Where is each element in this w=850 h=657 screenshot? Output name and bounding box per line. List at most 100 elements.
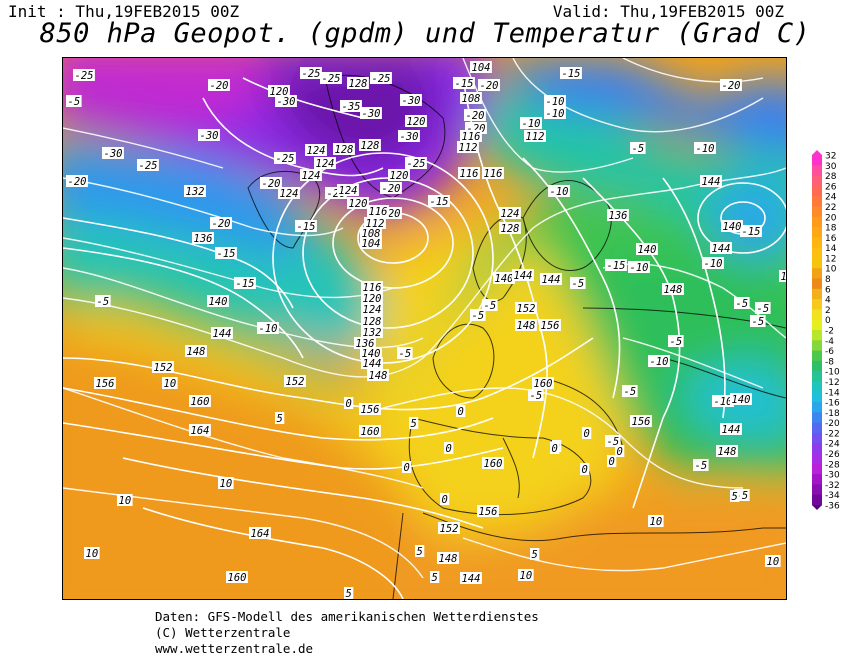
geopotential-label: 144	[540, 273, 562, 286]
temperature-label: 0	[456, 405, 466, 418]
geopotential-label: 120	[405, 115, 427, 128]
svg-text:0: 0	[552, 443, 558, 455]
temperature-label: -20	[464, 109, 486, 122]
svg-text:0: 0	[458, 406, 464, 418]
svg-text:116: 116	[462, 131, 481, 143]
svg-text:0: 0	[346, 398, 352, 410]
temperature-label: -10	[712, 395, 734, 408]
geopotential-label: 148	[185, 345, 207, 358]
svg-text:124: 124	[280, 188, 299, 200]
geopotential-label: 132	[184, 185, 206, 198]
temperature-label: 10	[84, 547, 100, 560]
legend-tick-label: 14	[825, 244, 837, 254]
svg-text:148: 148	[517, 320, 536, 332]
svg-text:112: 112	[459, 142, 478, 154]
svg-text:10: 10	[767, 556, 780, 568]
svg-text:-10: -10	[522, 118, 541, 130]
geopotential-label: 144	[710, 242, 732, 255]
svg-text:-20: -20	[210, 80, 229, 92]
svg-text:136: 136	[194, 233, 213, 245]
geopotential-label: 124	[361, 303, 383, 316]
legend-swatch	[812, 299, 822, 310]
geopotential-label: 116	[361, 281, 383, 294]
svg-text:-20: -20	[68, 176, 87, 188]
svg-text:5: 5	[732, 491, 738, 503]
svg-text:-5: -5	[752, 316, 765, 328]
svg-text:144: 144	[514, 270, 533, 282]
svg-text:-30: -30	[400, 131, 419, 143]
svg-text:-5: -5	[624, 386, 637, 398]
website-link[interactable]: www.wetterzentrale.de	[155, 641, 314, 656]
legend-tick-label: -20	[825, 419, 840, 429]
svg-text:-15: -15	[297, 221, 316, 233]
svg-text:14: 14	[781, 271, 787, 283]
svg-text:140: 140	[723, 221, 742, 233]
svg-text:-15: -15	[562, 68, 581, 80]
temperature-label: -10	[702, 257, 724, 270]
svg-text:164: 164	[251, 528, 270, 540]
geopotential-label: 120	[361, 292, 383, 305]
temperature-label: -30	[360, 107, 382, 120]
geopotential-label: 124	[305, 144, 327, 157]
legend-tick-label: -4	[825, 337, 834, 347]
temperature-label: 14	[779, 270, 786, 283]
geopotential-label: 140	[493, 272, 515, 285]
svg-text:-30: -30	[402, 95, 421, 107]
svg-text:156: 156	[541, 320, 560, 332]
svg-text:104: 104	[362, 238, 381, 250]
temperature-label: -10	[628, 261, 650, 274]
svg-text:-5: -5	[695, 460, 708, 472]
legend-tick-label: -34	[825, 491, 840, 501]
svg-text:-10: -10	[546, 96, 565, 108]
svg-text:152: 152	[286, 376, 305, 388]
geopotential-label: 144	[361, 357, 383, 370]
legend-tick-label: 30	[825, 162, 837, 172]
legend-tick-label: 24	[825, 193, 837, 203]
legend-tick-label: -22	[825, 429, 840, 439]
svg-text:-5: -5	[736, 298, 749, 310]
svg-text:144: 144	[702, 176, 721, 188]
legend-swatch	[812, 360, 822, 372]
geopotential-label: 104	[360, 237, 382, 250]
geopotential-label: 128	[499, 222, 521, 235]
geopotential-label: 160	[189, 395, 211, 408]
svg-text:10: 10	[520, 570, 533, 582]
weather-map: -25 -20 -30 -30 -25 -20 -25 -25 -25 -35 -30 -30 -30-…	[62, 57, 787, 600]
svg-text:-15: -15	[742, 226, 761, 238]
temperature-label: -5	[668, 335, 684, 348]
svg-text:120: 120	[270, 86, 289, 98]
svg-text:-5: -5	[68, 96, 81, 108]
temperature-label: -30	[275, 95, 297, 108]
temperature-label: -5	[605, 435, 621, 448]
geopotential-label: 112	[524, 130, 546, 143]
svg-text:10: 10	[119, 495, 132, 507]
geopotential-label: 160	[482, 457, 504, 470]
temperature-label: 0	[580, 463, 590, 476]
geopotential-label: 140	[721, 220, 743, 233]
svg-text:-10: -10	[696, 143, 715, 155]
svg-text:144: 144	[363, 358, 382, 370]
temperature-label: -5	[570, 277, 586, 290]
geopotential-label: 152	[438, 522, 460, 535]
svg-text:-5: -5	[572, 278, 585, 290]
svg-text:-25: -25	[322, 73, 341, 85]
temperature-label: -20	[208, 79, 230, 92]
copyright: (C) Wetterzentrale	[155, 625, 291, 640]
svg-text:-10: -10	[630, 262, 649, 274]
geopotential-label: 164	[249, 527, 271, 540]
svg-text:156: 156	[361, 404, 380, 416]
geopotential-label: 164	[189, 424, 211, 437]
svg-text:148: 148	[664, 284, 683, 296]
svg-text:-30: -30	[277, 96, 296, 108]
temperature-label: -5	[95, 295, 111, 308]
geopotential-label: 144	[211, 327, 233, 340]
geopotential-label: 160	[226, 571, 248, 584]
geopotential-label: 108	[460, 92, 482, 105]
legend-swatch	[812, 155, 822, 166]
geopotential-label: 120	[388, 169, 410, 182]
svg-text:-5: -5	[530, 390, 543, 402]
legend-swatch	[812, 432, 822, 444]
svg-text:156: 156	[96, 378, 115, 390]
legend-tick-label: -18	[825, 409, 840, 419]
temperature-label: -30	[102, 147, 124, 160]
